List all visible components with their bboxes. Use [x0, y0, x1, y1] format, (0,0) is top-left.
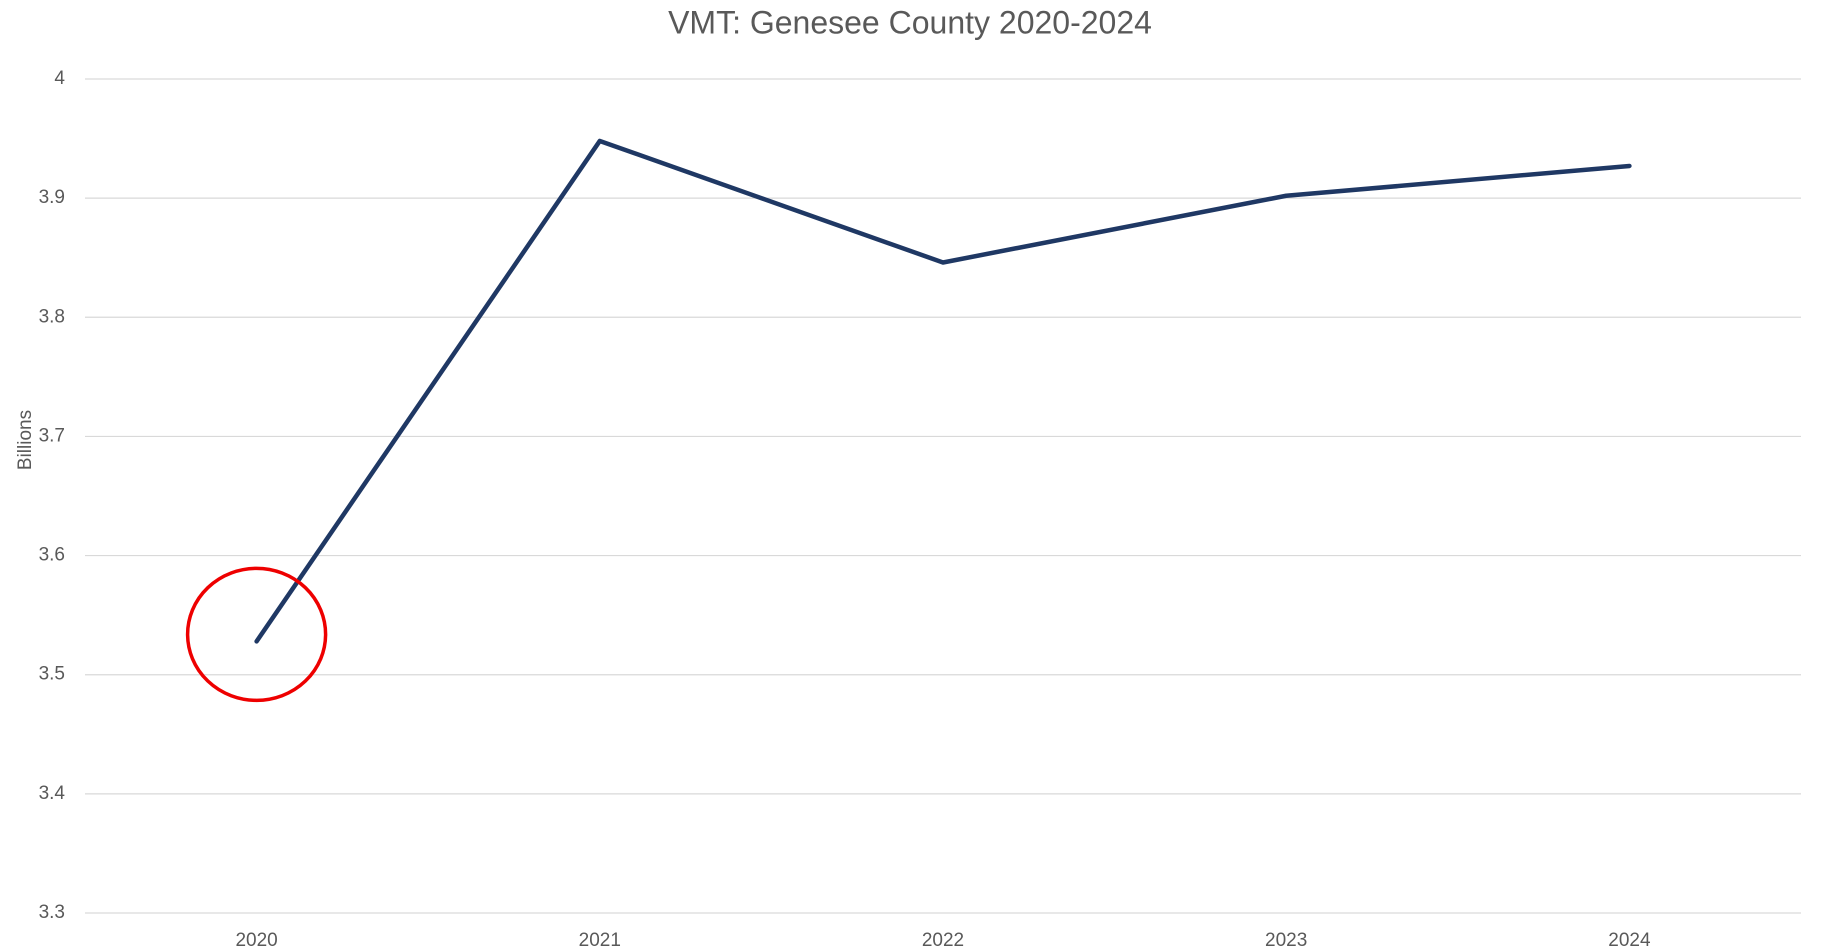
x-tick-label: 2020: [235, 930, 277, 951]
x-tick-label: 2024: [1608, 930, 1651, 951]
y-tick-label: 3.5: [39, 664, 65, 685]
x-tick-label: 2021: [579, 930, 621, 951]
y-tick-label: 3.6: [39, 545, 65, 566]
y-tick-label: 4: [54, 68, 65, 89]
y-tick-label: 3.4: [39, 783, 66, 804]
y-tick-label: 3.8: [39, 306, 65, 327]
y-axis-label: Billions: [15, 410, 36, 470]
chart-title: VMT: Genesee County 2020-2024: [668, 4, 1152, 40]
y-tick-label: 3.7: [39, 425, 65, 446]
x-tick-label: 2023: [1265, 930, 1307, 951]
y-tick-label: 3.9: [39, 187, 65, 208]
y-tick-label: 3.3: [39, 902, 65, 923]
line-series: [254, 138, 1632, 644]
highlight-circle: [185, 566, 328, 703]
x-tick-label: 2022: [922, 930, 964, 951]
